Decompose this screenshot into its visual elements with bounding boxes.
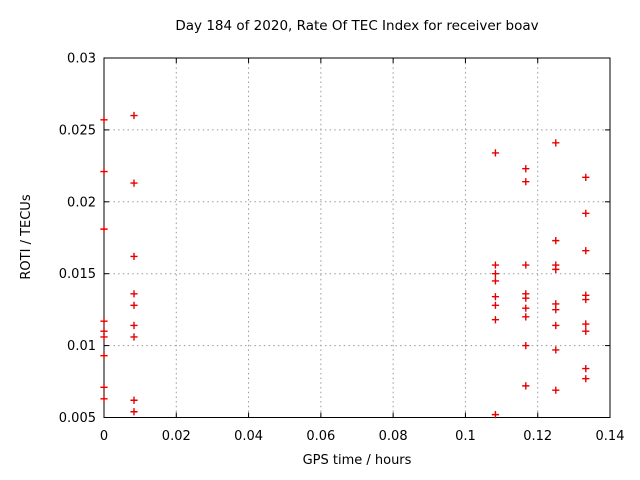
data-point bbox=[130, 333, 138, 341]
data-point bbox=[552, 237, 560, 245]
data-point bbox=[552, 306, 560, 314]
data-point bbox=[522, 294, 530, 302]
data-point bbox=[582, 375, 590, 383]
data-point bbox=[100, 395, 108, 403]
data-point bbox=[522, 165, 530, 173]
data-point bbox=[491, 261, 500, 269]
data-point bbox=[130, 301, 138, 309]
data-point bbox=[100, 317, 108, 325]
data-point bbox=[552, 265, 560, 273]
data-point bbox=[582, 320, 590, 328]
x-tick-label: 0.04 bbox=[234, 429, 263, 444]
data-point bbox=[522, 313, 530, 321]
data-point bbox=[522, 178, 530, 186]
y-tick-label: 0.005 bbox=[59, 411, 96, 426]
data-point bbox=[552, 321, 560, 330]
data-point bbox=[100, 333, 108, 341]
data-point bbox=[130, 321, 138, 330]
data-point bbox=[582, 247, 590, 255]
x-tick-label: 0.02 bbox=[162, 429, 191, 444]
plot-border bbox=[103, 57, 611, 418]
data-point bbox=[491, 316, 500, 324]
data-point bbox=[582, 327, 590, 335]
chart-title: Day 184 of 2020, Rate Of TEC Index for r… bbox=[175, 18, 538, 34]
y-tick-label: 0.015 bbox=[59, 267, 96, 282]
y-tick-label: 0.02 bbox=[67, 195, 96, 210]
data-point bbox=[491, 277, 500, 285]
data-point bbox=[100, 225, 108, 233]
data-point bbox=[522, 304, 530, 312]
data-point bbox=[491, 270, 500, 278]
data-point bbox=[552, 386, 560, 394]
data-point bbox=[100, 116, 108, 124]
data-point bbox=[552, 346, 560, 354]
x-tick-label: 0.14 bbox=[596, 429, 625, 444]
data-point bbox=[582, 209, 590, 217]
data-point bbox=[130, 111, 138, 120]
x-tick-label: 0.06 bbox=[306, 429, 335, 444]
data-point bbox=[552, 139, 560, 147]
data-point bbox=[130, 396, 138, 404]
data-point bbox=[522, 342, 530, 350]
data-point bbox=[491, 293, 500, 301]
data-point bbox=[582, 365, 590, 373]
data-point bbox=[130, 290, 138, 298]
y-tick-label: 0.025 bbox=[59, 123, 96, 138]
data-point bbox=[130, 179, 138, 187]
data-point bbox=[100, 352, 108, 360]
data-point bbox=[130, 252, 138, 261]
y-tick-label: 0.03 bbox=[67, 52, 96, 67]
x-tick-label: 0.12 bbox=[523, 429, 552, 444]
data-point bbox=[491, 149, 500, 157]
data-point bbox=[100, 383, 108, 391]
x-tick-label: 0 bbox=[100, 429, 108, 444]
data-point bbox=[100, 168, 108, 176]
data-point bbox=[491, 411, 500, 419]
x-axis-label: GPS time / hours bbox=[303, 453, 412, 468]
data-point bbox=[522, 382, 530, 390]
data-point bbox=[582, 173, 590, 181]
y-tick-label: 0.01 bbox=[67, 339, 96, 354]
x-tick-label: 0.1 bbox=[455, 429, 476, 444]
data-point bbox=[130, 408, 138, 416]
x-tick-label: 0.08 bbox=[379, 429, 408, 444]
plot-area: 0 0.02 0.04 0.06 0.08 0.1 0.12 0.14 0.005 0.01 0.0… bbox=[59, 52, 625, 445]
y-axis-label: ROTI / TECUs bbox=[19, 194, 34, 279]
data-point bbox=[491, 301, 500, 309]
data-point bbox=[522, 261, 530, 269]
data-point bbox=[582, 295, 590, 304]
